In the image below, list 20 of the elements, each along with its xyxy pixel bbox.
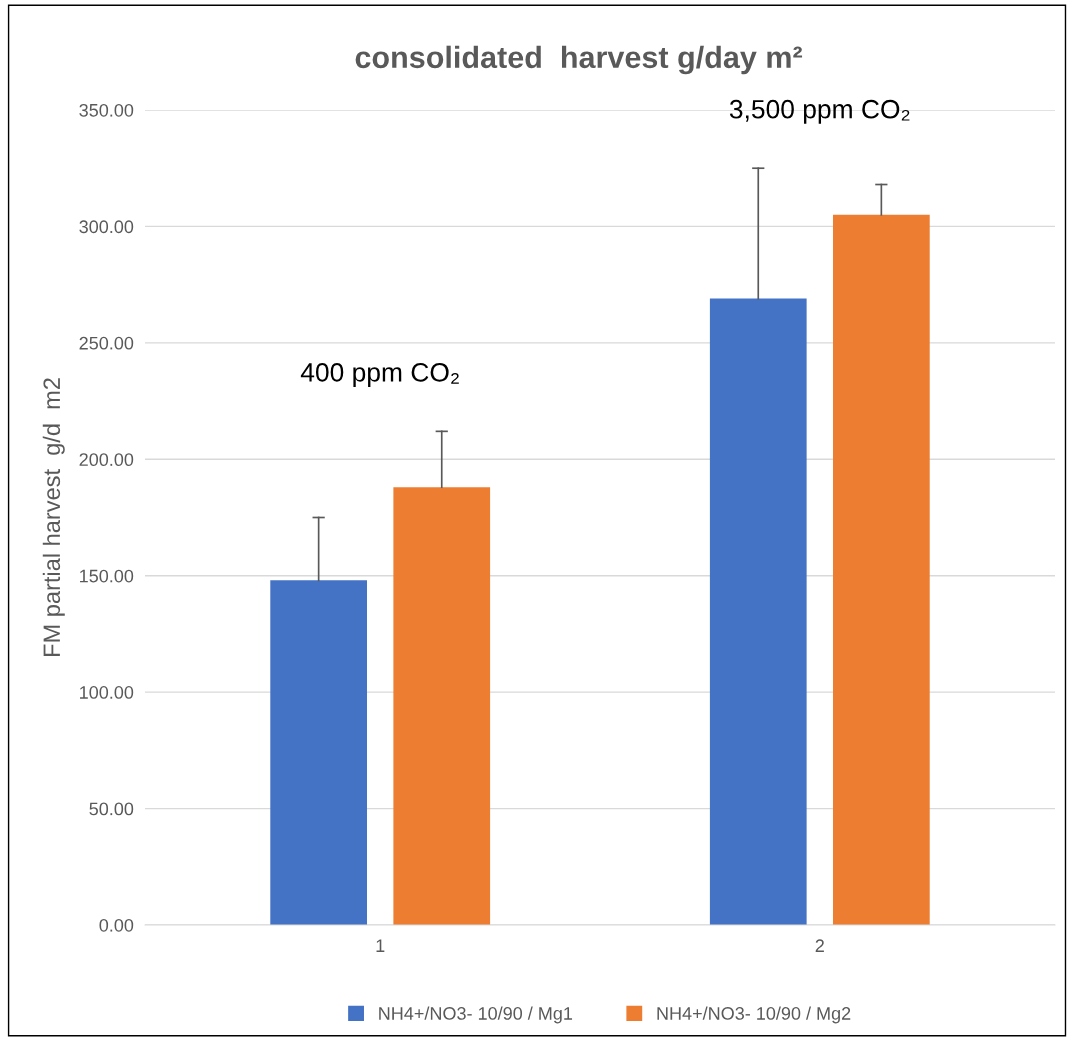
x-tick-label: 1 [376,939,385,952]
y-tick-label: 350.00 [79,103,134,117]
y-tick-label: 250.00 [79,336,134,350]
annotation: 400 ppm CO₂ [300,363,459,387]
y-tick-label: 150.00 [80,569,134,583]
bar [270,580,367,925]
x-tick-label: 2 [815,939,824,952]
legend-label: NH4+/NO3- 10/90 / Mg1 [379,1006,573,1024]
y-tick-label: 100.00 [80,686,134,699]
y-tick-label: 300.00 [79,220,134,234]
bar [709,298,807,925]
legend-label: NH4+/NO3- 10/90 / Mg2 [657,1006,851,1024]
annotation: 3,500 ppm CO₂ [729,99,910,124]
chart-title: consolidated harvest g/day m² [355,45,803,75]
y-tick-label: 0.00 [99,918,134,932]
bar [833,214,930,925]
y-tick-label: 50.00 [89,802,134,816]
y-axis-title: FM partial harvest g/d m2 [42,378,65,656]
y-tick-label: 200.00 [79,453,134,467]
bar [393,487,491,925]
